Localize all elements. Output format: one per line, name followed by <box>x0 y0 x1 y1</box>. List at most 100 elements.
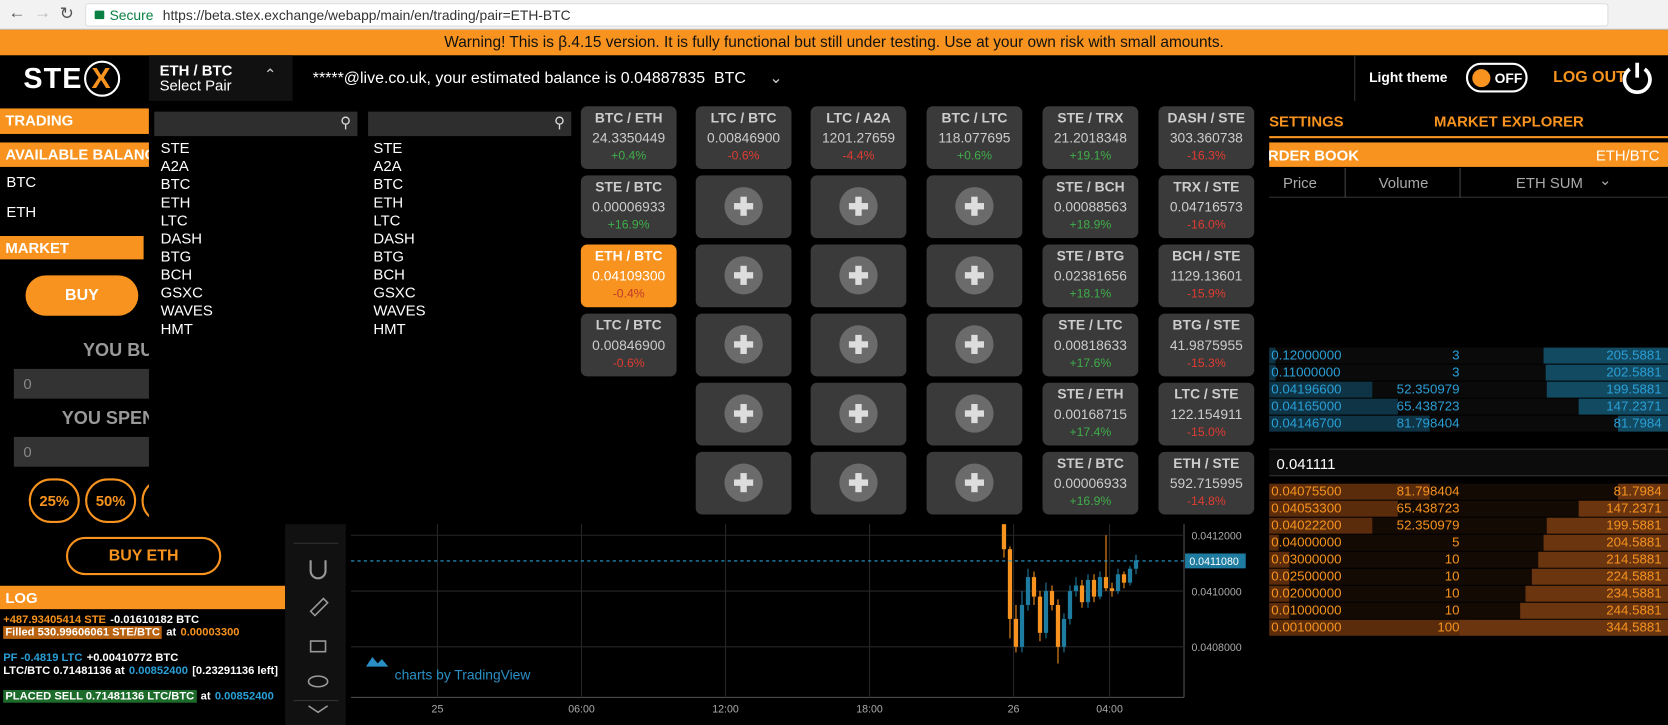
market-tile[interactable]: STE / BTG 0.02381656 +18.1% <box>1042 244 1139 308</box>
trading-tab[interactable]: TRADING <box>0 108 149 134</box>
pair-option[interactable]: BTC <box>160 175 191 193</box>
add-tile[interactable] <box>926 382 1023 446</box>
attribution[interactable]: charts by TradingView <box>395 666 532 682</box>
add-tile[interactable] <box>695 451 792 515</box>
market-tile[interactable]: DASH / STE 303.360738 -16.3% <box>1158 106 1255 170</box>
pair-option[interactable]: STE <box>160 139 190 157</box>
chevron-down[interactable]: ⌄ <box>1598 171 1612 189</box>
draw-tool[interactable] <box>309 597 329 617</box>
pair-option[interactable]: A2A <box>160 157 189 175</box>
market-explorer-tab[interactable]: MARKET EXPLORER <box>1434 112 1584 130</box>
chevron-down[interactable]: ⌄ <box>769 69 783 88</box>
percent-button[interactable]: 25% <box>28 478 80 524</box>
eye-tool[interactable] <box>307 675 329 688</box>
pair-option[interactable]: WAVES <box>160 301 213 319</box>
pair-option[interactable]: BTG <box>373 247 405 265</box>
order-row[interactable]: 0.03000000 10 214.5881 <box>1269 551 1668 568</box>
order-row[interactable]: 0.04165000 65.438723 147.2371 <box>1269 398 1668 415</box>
order-row[interactable]: 0.11000000 3 202.5881 <box>1269 364 1668 381</box>
tile-price: 0.04109300 <box>592 267 666 284</box>
back-button[interactable]: ← <box>8 4 26 23</box>
market-tab[interactable]: MARKET <box>0 236 144 260</box>
pair-option[interactable]: BTG <box>160 247 192 265</box>
pair-option[interactable]: BTC <box>373 175 404 193</box>
power-icon[interactable] <box>1619 60 1655 96</box>
add-tile[interactable] <box>810 244 907 308</box>
market-tile[interactable]: STE / ETH 0.00168715 +17.4% <box>1042 382 1139 446</box>
pair-option[interactable]: HMT <box>373 319 406 338</box>
add-tile[interactable] <box>926 451 1023 515</box>
market-tile[interactable]: LTC / BTC 0.00846900 -0.6% <box>580 313 677 377</box>
pair-option[interactable]: ETH <box>373 193 404 211</box>
pair-option[interactable]: BCH <box>373 265 405 283</box>
market-tile[interactable]: LTC / A2A 1201.27659 -4.4% <box>810 106 907 170</box>
forward-button[interactable]: → <box>34 4 52 23</box>
pair-option[interactable]: GSXC <box>160 283 203 301</box>
percent-button[interactable]: 50% <box>85 478 137 524</box>
add-tile[interactable] <box>810 382 907 446</box>
pair-option[interactable]: HMT <box>160 319 193 338</box>
theme-toggle[interactable]: OFF <box>1465 62 1528 93</box>
market-tile[interactable]: BCH / STE 1129.13601 -15.9% <box>1158 244 1255 308</box>
lock-tool[interactable] <box>309 640 327 653</box>
add-tile[interactable] <box>810 451 907 515</box>
market-tile[interactable]: TRX / STE 0.04716573 -16.0% <box>1158 175 1255 239</box>
add-tile[interactable] <box>810 313 907 377</box>
order-row[interactable]: 0.01000000 10 244.5881 <box>1269 602 1668 619</box>
market-tile[interactable]: BTG / STE 41.9875955 -15.3% <box>1158 313 1255 377</box>
order-row[interactable]: 0.04000000 5 204.5881 <box>1269 534 1668 551</box>
add-tile[interactable] <box>926 313 1023 377</box>
buy-button[interactable]: BUY <box>25 275 139 316</box>
pair-option[interactable]: ETH <box>160 193 191 211</box>
pair-selector[interactable]: ETH / BTC Select Pair ⌃ <box>148 55 293 101</box>
market-tile[interactable]: STE / TRX 21.2018348 +19.1% <box>1042 106 1139 170</box>
order-row[interactable]: 0.04022200 52.350979 199.5881 <box>1269 517 1668 534</box>
market-tile[interactable]: STE / BTC 0.00006933 +16.9% <box>1042 451 1139 515</box>
market-tile[interactable]: STE / BTC 0.00006933 +16.9% <box>580 175 677 239</box>
magnet-tool[interactable] <box>309 560 327 580</box>
add-tile[interactable] <box>695 382 792 446</box>
reload-button[interactable]: ↻ <box>59 5 74 24</box>
pair-option[interactable]: GSXC <box>373 283 416 301</box>
buy-eth-button[interactable]: BUY ETH <box>65 536 222 576</box>
collapse-tool[interactable] <box>308 705 329 714</box>
settings-tab[interactable]: SETTINGS <box>1269 112 1344 130</box>
add-tile[interactable] <box>695 244 792 308</box>
add-tile[interactable] <box>810 175 907 239</box>
col-sum[interactable]: ETH SUM <box>1515 174 1583 192</box>
balance-currency[interactable]: BTC <box>713 69 746 88</box>
pair-option[interactable]: WAVES <box>373 301 426 319</box>
order-row[interactable]: 0.02500000 10 224.5881 <box>1269 568 1668 585</box>
order-row[interactable]: 0.12000000 3 205.5881 <box>1269 347 1668 364</box>
pair-option[interactable]: BCH <box>160 265 193 283</box>
pair-option[interactable]: DASH <box>373 229 415 247</box>
order-row[interactable]: 0.02000000 10 234.5881 <box>1269 585 1668 602</box>
order-row[interactable]: 0.04075500 81.798404 81.7984 <box>1269 483 1668 500</box>
market-tile[interactable]: ETH / BTC 0.04109300 -0.4% <box>580 244 677 308</box>
address-bar[interactable]: Secure https://beta.stex.exchange/webapp… <box>85 3 1609 27</box>
market-tile[interactable]: STE / LTC 0.00818633 +17.6% <box>1042 313 1139 377</box>
market-tile[interactable]: BTC / LTC 118.077695 +0.6% <box>926 106 1023 170</box>
order-row[interactable]: 0.00100000 100 344.5881 <box>1269 619 1668 636</box>
add-tile[interactable] <box>695 175 792 239</box>
add-tile[interactable] <box>926 244 1023 308</box>
market-tile[interactable]: LTC / STE 122.154911 -15.0% <box>1158 382 1255 446</box>
logo[interactable]: STE X <box>23 60 120 97</box>
pair-option[interactable]: DASH <box>160 229 203 247</box>
market-tile[interactable]: BTC / ETH 24.3350449 +0.4% <box>580 106 677 170</box>
add-tile[interactable] <box>695 313 792 377</box>
search-input[interactable]: ⚲ <box>154 111 358 137</box>
pair-option[interactable]: A2A <box>373 157 402 175</box>
add-tile[interactable] <box>926 175 1023 239</box>
market-tile[interactable]: STE / BCH 0.00088563 +18.9% <box>1042 175 1139 239</box>
logout[interactable]: LOG OUT <box>1553 68 1626 87</box>
market-tile[interactable]: ETH / STE 592.715995 -14.8% <box>1158 451 1255 515</box>
order-row[interactable]: 0.04196600 52.350979 199.5881 <box>1269 381 1668 398</box>
order-row[interactable]: 0.04146700 81.798404 81.7984 <box>1269 415 1668 432</box>
market-tile[interactable]: LTC / BTC 0.00846900 -0.6% <box>695 106 792 170</box>
search-input[interactable]: ⚲ <box>368 111 572 137</box>
pair-option[interactable]: LTC <box>160 211 188 229</box>
pair-option[interactable]: LTC <box>373 211 401 229</box>
order-row[interactable]: 0.04053300 65.438723 147.2371 <box>1269 500 1668 517</box>
pair-option[interactable]: STE <box>373 139 403 157</box>
